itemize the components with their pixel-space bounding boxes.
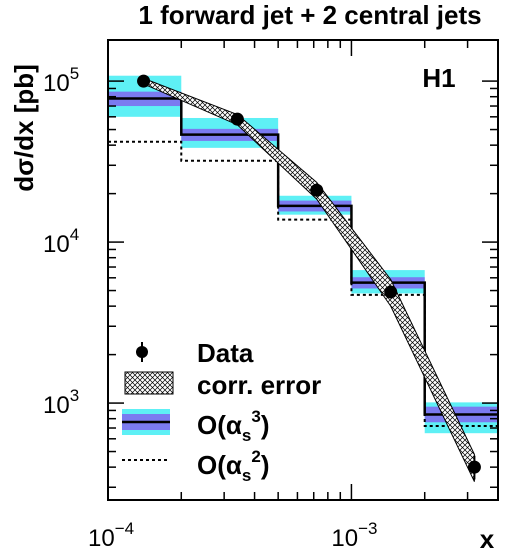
- legend-item-data: Data: [136, 338, 254, 368]
- data-point: [467, 460, 481, 474]
- corr-error-band-layer: [143, 77, 475, 482]
- y-tick-label: 105: [43, 64, 79, 97]
- legend-label-corr-error: corr. error: [197, 370, 321, 400]
- legend-label-lo: O(αs2): [197, 447, 269, 485]
- x-tick-labels: 10−4 10−3: [88, 519, 378, 551]
- y-tick-label: 103: [43, 386, 79, 419]
- data-point: [384, 285, 398, 299]
- y-axis-label: dσ/dx [pb]: [9, 64, 39, 192]
- corr-error-band: [143, 77, 475, 482]
- legend-item-corr-error: corr. error: [124, 370, 321, 400]
- legend-hatch-swatch: [124, 371, 174, 395]
- data-point: [137, 74, 151, 88]
- legend-label-nlo: O(αs3): [197, 407, 269, 445]
- y-tick-labels: 103 104 105: [43, 64, 79, 419]
- nlo-alpha-s3-line: [108, 97, 498, 416]
- legend-item-nlo: O(αs3): [122, 407, 269, 445]
- x-tick-label: 10−4: [88, 519, 134, 551]
- legend-label-data: Data: [197, 338, 254, 368]
- x-axis-label: x: [480, 524, 495, 551]
- legend-item-lo: O(αs2): [122, 447, 269, 485]
- data-point: [310, 183, 324, 197]
- plot-frame: [107, 39, 499, 501]
- chart-title: 1 forward jet + 2 central jets: [138, 0, 481, 30]
- x-tick-label: 10−3: [331, 519, 377, 551]
- data-points: [137, 74, 481, 480]
- experiment-label: H1: [422, 63, 455, 93]
- y-tick-label: 104: [43, 225, 79, 258]
- axis-ticks: [107, 40, 499, 500]
- legend: Data corr. error O(αs3) O(αs2): [122, 338, 321, 485]
- data-point: [230, 112, 244, 126]
